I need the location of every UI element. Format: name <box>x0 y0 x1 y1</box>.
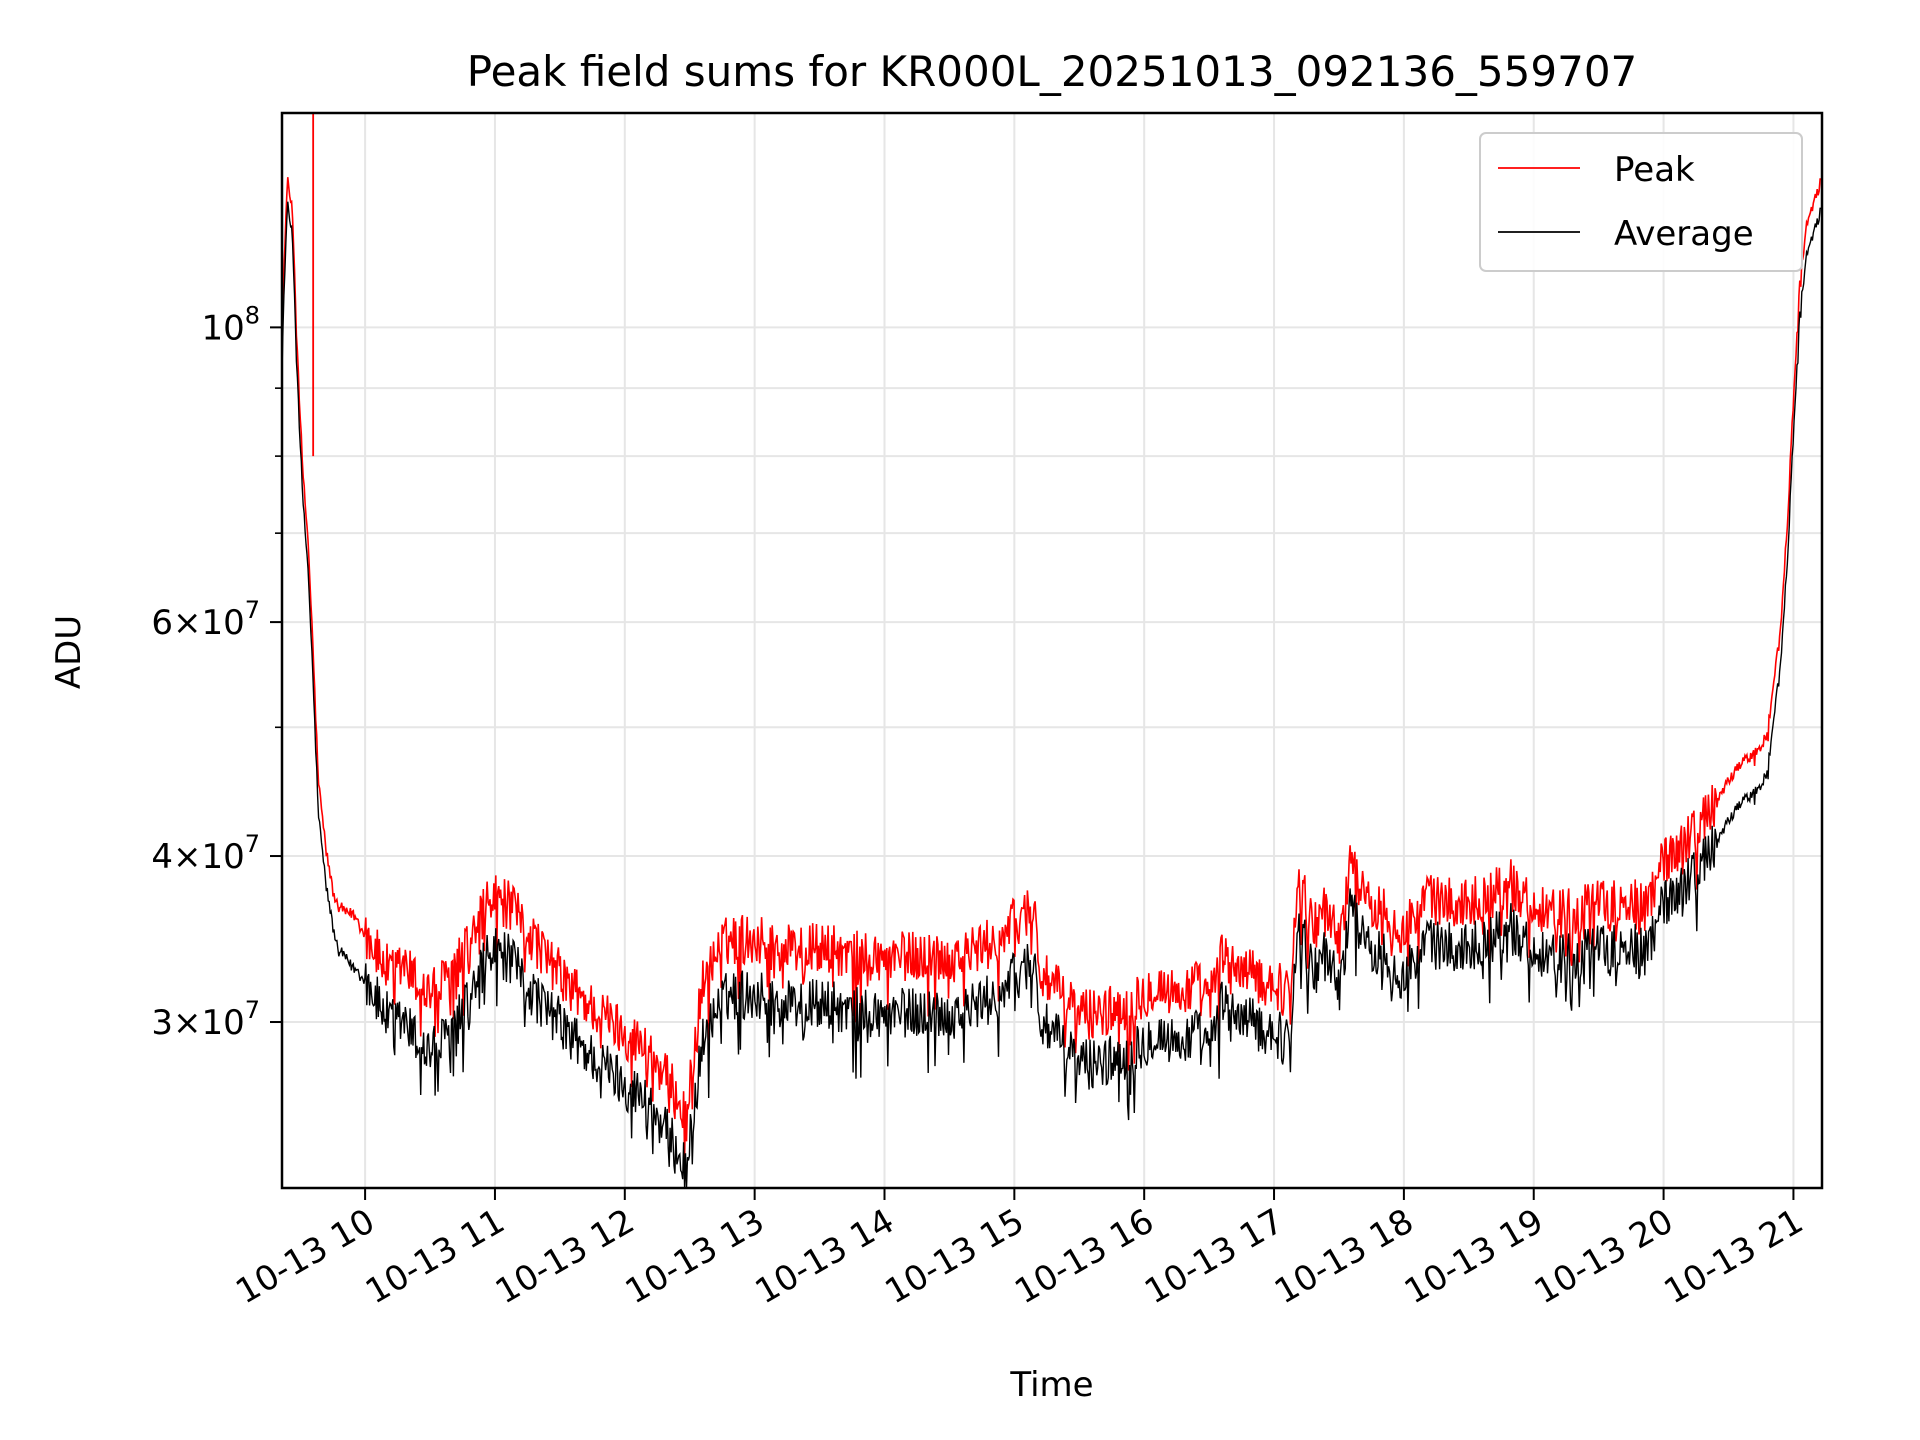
y-axis-label: ADU <box>49 615 89 689</box>
y-tick-exponent: 7 <box>245 830 260 858</box>
grid <box>282 113 1822 1188</box>
y-tick-exponent: 8 <box>245 301 260 329</box>
legend-peak-label: Peak <box>1614 150 1695 190</box>
x-axis-label: Time <box>1009 1365 1093 1405</box>
y-tick-label: 6×107 <box>151 596 260 643</box>
y-tick-label: 108 <box>201 301 260 348</box>
series-peak-line <box>281 177 1823 1159</box>
series-average-line <box>281 201 1823 1189</box>
y-tick-mantissa: 3 <box>151 1003 173 1043</box>
y-tick-exponent: 7 <box>245 996 260 1024</box>
y-tick-label: 4×107 <box>151 830 260 877</box>
y-tick-exponent: 7 <box>245 596 260 624</box>
y-tick-mantissa: 4 <box>151 837 173 877</box>
series-layer <box>281 113 1823 1189</box>
legend: Peak Average <box>1479 132 1803 272</box>
y-tick-label: 3×107 <box>151 996 260 1043</box>
y-axis: 3×107 4×107 6×107 108 <box>151 301 282 1043</box>
chart-title: Peak field sums for KR000L_20251013_0921… <box>467 47 1638 96</box>
y-tick-mantissa: 6 <box>151 603 173 643</box>
plot-frame <box>280 111 1824 1190</box>
legend-average-label: Average <box>1614 214 1754 254</box>
